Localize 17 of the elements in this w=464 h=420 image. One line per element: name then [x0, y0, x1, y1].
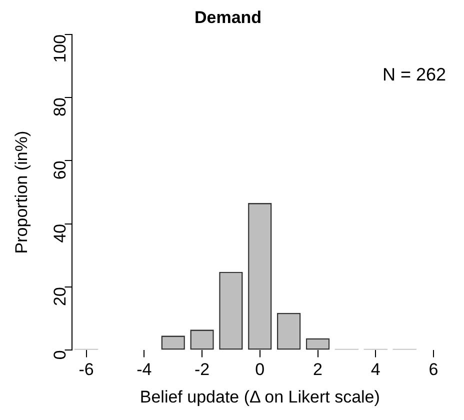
x-tick-label: 6	[428, 360, 438, 380]
y-axis-title: Proportion (in%)	[12, 130, 31, 254]
x-tick-label: 4	[370, 360, 380, 380]
y-tick-label: 60	[50, 160, 70, 180]
y-tick-label: 20	[50, 287, 70, 306]
annotation: N = 262	[382, 64, 446, 84]
y-tick-label: 80	[50, 98, 70, 116]
x-tick-label: 0	[255, 360, 265, 380]
y-tick-label: 40	[50, 224, 70, 243]
y-tick-label: 0	[50, 350, 70, 360]
y-tick-label: 100	[50, 34, 70, 63]
chart-title: Demand	[194, 8, 262, 27]
x-tick-label: 2	[313, 360, 323, 380]
x-tick-label: -4	[136, 360, 152, 380]
x-axis-title: Belief update (Δ on Likert scale)	[140, 387, 380, 406]
x-tick-label: -6	[78, 360, 94, 380]
x-tick-label: -2	[194, 360, 210, 380]
